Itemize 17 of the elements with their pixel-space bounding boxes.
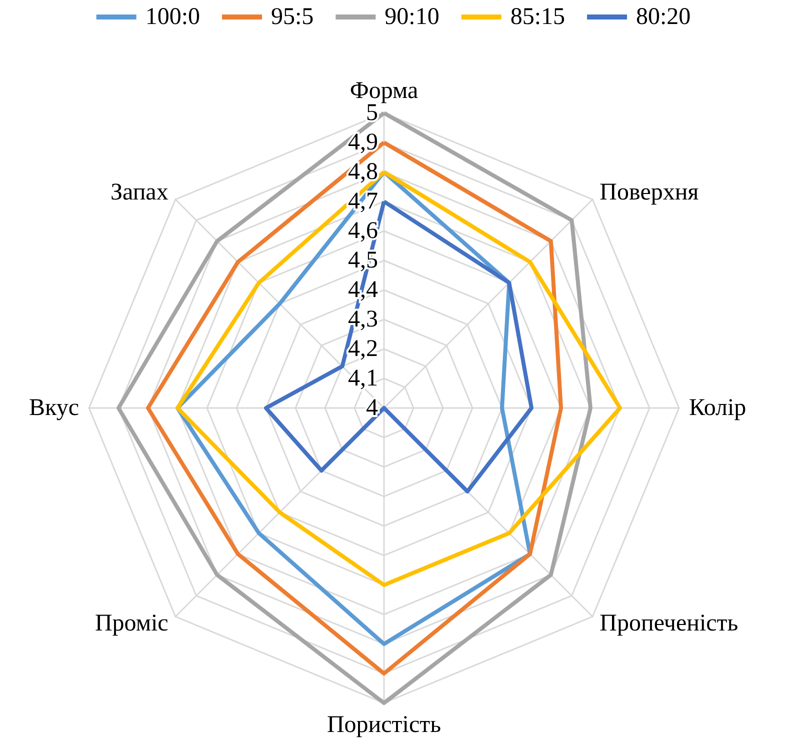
spoke-label: Запах — [110, 179, 168, 206]
spoke-label: Пористість — [326, 712, 442, 738]
legend-label: 85:15 — [510, 4, 566, 30]
spoke-label: Колір — [689, 395, 746, 421]
spoke-label: Поверхня — [600, 179, 699, 206]
y-tick-label: 4,2 — [348, 336, 378, 362]
y-tick-label: 4,9 — [348, 130, 378, 156]
y-tick-label: 4,8 — [348, 159, 378, 185]
legend-label: 95:5 — [271, 4, 314, 30]
spoke-label: Пропеченість — [600, 610, 738, 637]
y-tick-label: 4,1 — [348, 366, 378, 392]
spoke-label: Проміс — [94, 610, 168, 637]
legend-label: 80:20 — [636, 4, 691, 30]
legend-label: 100:0 — [145, 4, 200, 30]
y-tick-label: 4 — [366, 395, 378, 421]
spoke-label: Вкус — [29, 395, 79, 421]
legend-label: 90:10 — [384, 4, 440, 30]
